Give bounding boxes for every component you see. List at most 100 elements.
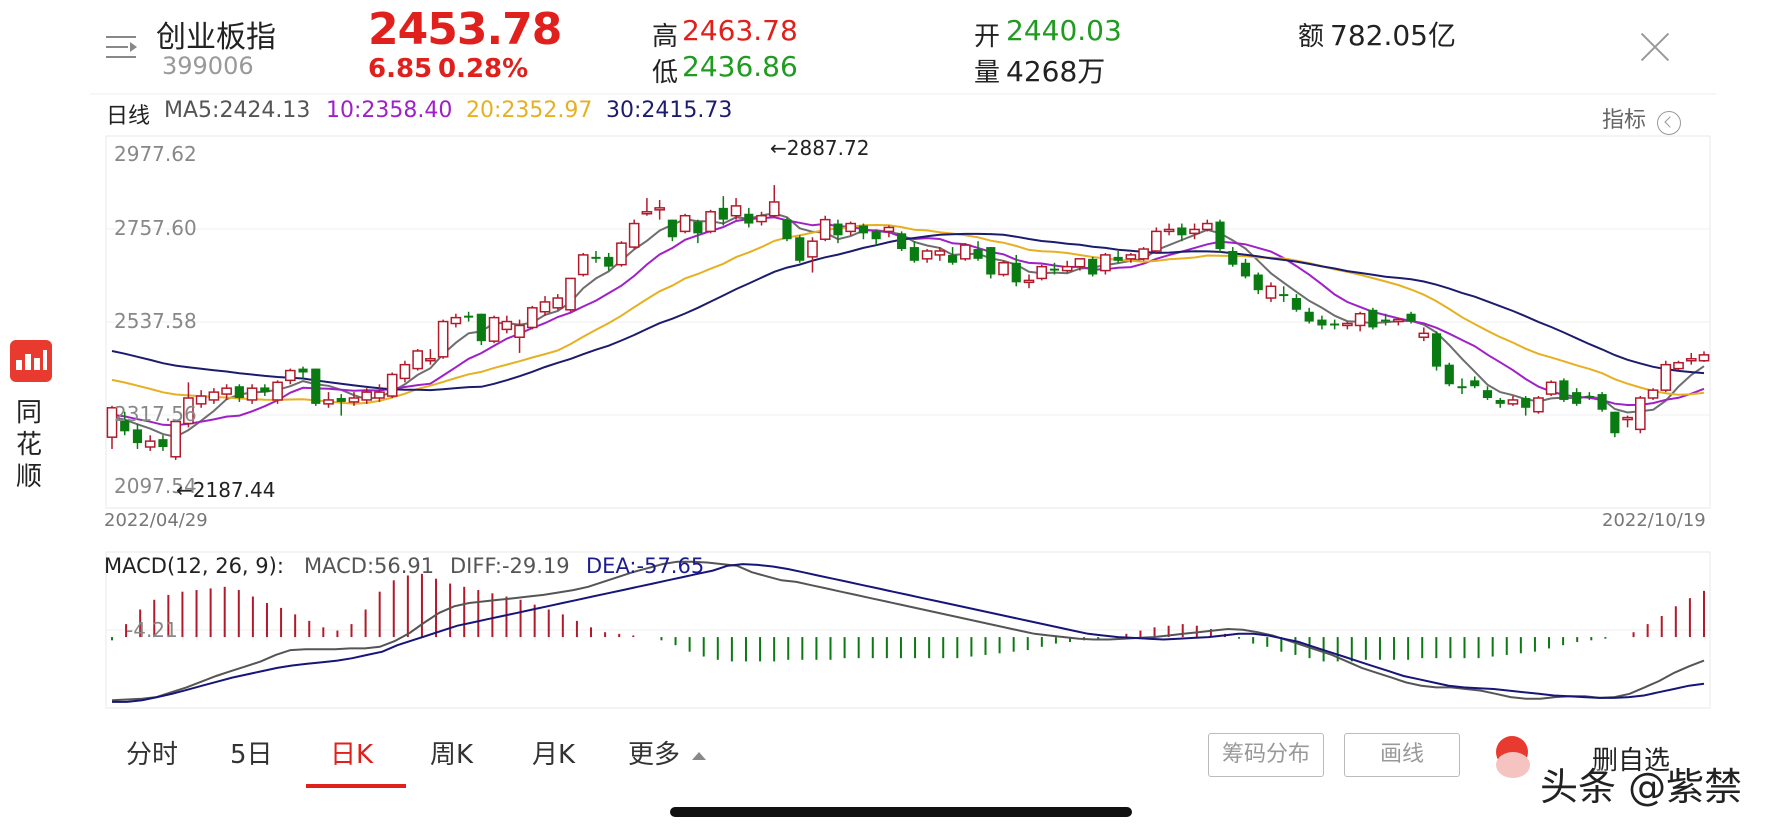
candle-down[interactable]: [234, 384, 244, 402]
candle-up[interactable]: [1151, 227, 1162, 253]
candle-up[interactable]: [221, 384, 232, 400]
tab-timeshare[interactable]: 分时: [126, 740, 179, 770]
candle-up[interactable]: [1393, 317, 1404, 326]
candle-down[interactable]: [260, 384, 270, 397]
candle-up[interactable]: [641, 198, 653, 216]
candle-down[interactable]: [158, 435, 168, 451]
candle-up[interactable]: [106, 405, 118, 449]
candle-up[interactable]: [488, 315, 500, 344]
candle-up[interactable]: [883, 225, 895, 238]
candle-up[interactable]: [934, 247, 946, 261]
candle-up[interactable]: [501, 315, 513, 334]
candle-down[interactable]: [1431, 331, 1442, 371]
candle-up[interactable]: [284, 368, 296, 385]
tab-5day[interactable]: 5日: [230, 740, 273, 770]
indicator-button[interactable]: 指标: [1602, 102, 1682, 135]
tab-daily-k[interactable]: 日K: [330, 740, 374, 770]
candle-down[interactable]: [1215, 219, 1225, 253]
candle-down[interactable]: [1572, 388, 1582, 406]
candle-up[interactable]: [679, 213, 691, 234]
candle-down[interactable]: [897, 231, 907, 251]
candle-up[interactable]: [144, 435, 156, 451]
candle-up[interactable]: [399, 360, 411, 383]
candle-up[interactable]: [514, 319, 525, 353]
candle-down[interactable]: [782, 217, 792, 242]
candle-down[interactable]: [1011, 254, 1021, 287]
candle-up[interactable]: [730, 198, 742, 220]
candle-down[interactable]: [1482, 386, 1493, 400]
candle-down[interactable]: [336, 394, 346, 416]
candle-down[interactable]: [667, 219, 677, 242]
candle-up[interactable]: [1418, 327, 1430, 342]
candle-up[interactable]: [208, 388, 220, 404]
candle-up[interactable]: [272, 380, 283, 404]
candle-up[interactable]: [361, 388, 373, 404]
candle-down[interactable]: [1457, 378, 1467, 395]
candle-up[interactable]: [183, 382, 194, 428]
tab-weekly-k[interactable]: 周K: [430, 740, 474, 770]
candle-up[interactable]: [616, 241, 627, 267]
candle-up[interactable]: [756, 211, 767, 226]
candle-down[interactable]: [1088, 256, 1098, 277]
candle-down[interactable]: [1304, 307, 1314, 324]
candle-up[interactable]: [1201, 219, 1213, 232]
candle-up[interactable]: [807, 237, 818, 273]
candle-down[interactable]: [476, 313, 486, 346]
candle-up[interactable]: [374, 384, 385, 402]
candle-down[interactable]: [120, 411, 130, 436]
candle-up[interactable]: [1023, 274, 1035, 289]
candle-up[interactable]: [195, 390, 207, 408]
candle-up[interactable]: [1545, 380, 1557, 397]
tab-more[interactable]: 更多: [628, 735, 707, 775]
candle-up[interactable]: [577, 252, 589, 277]
candle-up[interactable]: [1342, 321, 1353, 330]
candle-up[interactable]: [1074, 258, 1086, 271]
candle-up[interactable]: [170, 419, 182, 460]
candle-down[interactable]: [1559, 378, 1569, 402]
candle-up[interactable]: [1698, 351, 1710, 362]
candle-up[interactable]: [1163, 223, 1175, 236]
candle-down[interactable]: [311, 368, 321, 406]
candle-up[interactable]: [348, 392, 360, 406]
candle-down[interactable]: [1444, 362, 1454, 387]
candle-down[interactable]: [871, 229, 881, 246]
candle-down[interactable]: [1240, 258, 1251, 279]
candle-down[interactable]: [1317, 315, 1327, 330]
candle-up[interactable]: [437, 319, 449, 359]
candle-up[interactable]: [246, 384, 258, 404]
candle-up[interactable]: [450, 313, 462, 328]
candle-up[interactable]: [1634, 396, 1646, 434]
candle-up[interactable]: [959, 243, 971, 261]
candle-up[interactable]: [1125, 252, 1137, 263]
candle-down[interactable]: [1597, 392, 1607, 412]
candle-up[interactable]: [1265, 282, 1277, 302]
candle-up[interactable]: [1036, 264, 1048, 281]
candlestick-series[interactable]: [106, 185, 1710, 460]
candle-up[interactable]: [1622, 415, 1633, 428]
draw-line-button[interactable]: 画线: [1344, 733, 1460, 777]
candle-up[interactable]: [386, 372, 398, 398]
candle-up[interactable]: [705, 209, 716, 234]
candle-down[interactable]: [1113, 250, 1123, 263]
candle-up[interactable]: [1647, 388, 1659, 400]
candle-up[interactable]: [539, 296, 551, 316]
candle-down[interactable]: [718, 196, 728, 226]
candle-up[interactable]: [526, 305, 538, 330]
candle-up[interactable]: [565, 277, 576, 312]
candle-down[interactable]: [1406, 311, 1416, 324]
candle-up[interactable]: [654, 200, 665, 220]
candle-down[interactable]: [1177, 223, 1187, 242]
candle-down[interactable]: [986, 247, 996, 279]
candle-down[interactable]: [1368, 307, 1378, 330]
candle-down[interactable]: [833, 219, 843, 244]
candle-down[interactable]: [795, 235, 805, 263]
candle-down[interactable]: [464, 311, 474, 322]
candle-up[interactable]: [921, 249, 933, 263]
candle-down[interactable]: [744, 207, 754, 228]
remove-watchlist-button[interactable]: 删自选: [1592, 746, 1671, 776]
candle-down[interactable]: [1253, 272, 1263, 295]
candle-down[interactable]: [973, 241, 983, 261]
candle-up[interactable]: [1660, 360, 1672, 393]
candle-down[interactable]: [909, 241, 919, 263]
close-icon[interactable]: [1640, 32, 1670, 62]
